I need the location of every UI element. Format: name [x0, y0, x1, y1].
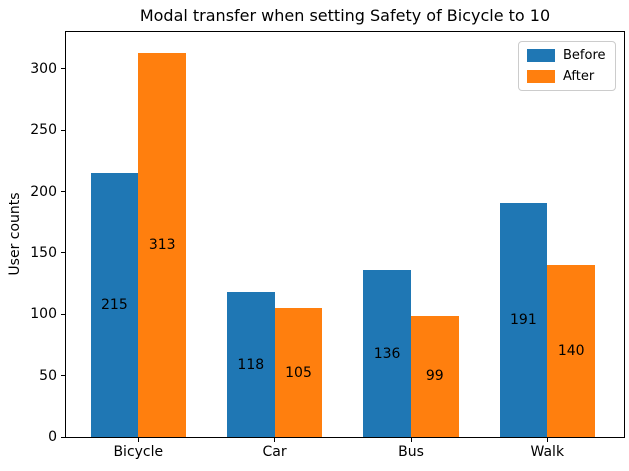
bar-value-label-before-walk: 191: [510, 311, 537, 328]
legend: Before After: [518, 41, 616, 91]
y-tick-mark-300: [61, 68, 65, 70]
legend-label-before: Before: [563, 48, 606, 63]
x-tick-label-bus: Bus: [398, 444, 424, 460]
bar-after-walk: [547, 265, 596, 437]
legend-item-before: Before: [527, 48, 606, 63]
bar-before-car: [226, 292, 275, 437]
y-tick-label-0: 0: [48, 429, 57, 445]
y-tick-label-50: 50: [39, 367, 57, 384]
y-tick-mark-250: [61, 129, 65, 131]
x-tick-mark-car: [274, 438, 276, 442]
bar-value-label-before-bicycle: 215: [101, 297, 128, 314]
x-tick-label-bicycle: Bicycle: [113, 444, 164, 460]
bar-value-label-after-bicycle: 313: [148, 236, 176, 253]
bar-value-label-after-car: 105: [285, 364, 312, 381]
x-tick-mark-bicycle: [137, 438, 139, 442]
y-tick-mark-50: [61, 375, 65, 377]
bar-value-label-after-walk: 140: [557, 343, 585, 360]
x-tick-mark-bus: [410, 438, 412, 442]
y-tick-mark-100: [61, 313, 65, 315]
bar-after-bicycle: [138, 52, 187, 437]
bar-before-walk: [499, 202, 548, 437]
y-tick-mark-0: [61, 436, 65, 438]
legend-label-after: After: [563, 69, 595, 84]
bar-value-label-before-car: 118: [237, 356, 265, 373]
chart-title: Modal transfer when setting Safety of Bi…: [139, 6, 551, 25]
x-tick-label-walk: Walk: [530, 444, 565, 460]
bar-before-bus: [363, 270, 411, 437]
y-tick-label-100: 100: [30, 306, 57, 323]
y-axis-label: User counts: [7, 192, 23, 276]
y-tick-label-300: 300: [30, 60, 57, 77]
legend-swatch-after: [527, 70, 555, 83]
bar-before-bicycle: [90, 173, 139, 437]
bar-after-car: [274, 308, 323, 437]
x-tick-label-car: Car: [262, 444, 287, 460]
bar-after-bus: [411, 315, 459, 437]
y-tick-mark-200: [61, 191, 65, 192]
y-tick-mark-150: [61, 252, 65, 254]
y-tick-label-200: 200: [30, 183, 57, 200]
bar-value-label-before-bus: 136: [373, 345, 401, 362]
bar-value-label-after-bus: 99: [425, 368, 444, 385]
x-tick-mark-walk: [546, 438, 548, 442]
plot-area: 215 313 118 105 136 99 191 140: [65, 31, 625, 438]
legend-swatch-before: [527, 49, 555, 62]
y-tick-label-150: 150: [30, 244, 57, 261]
legend-item-after: After: [527, 69, 606, 84]
y-tick-label-250: 250: [30, 122, 57, 139]
